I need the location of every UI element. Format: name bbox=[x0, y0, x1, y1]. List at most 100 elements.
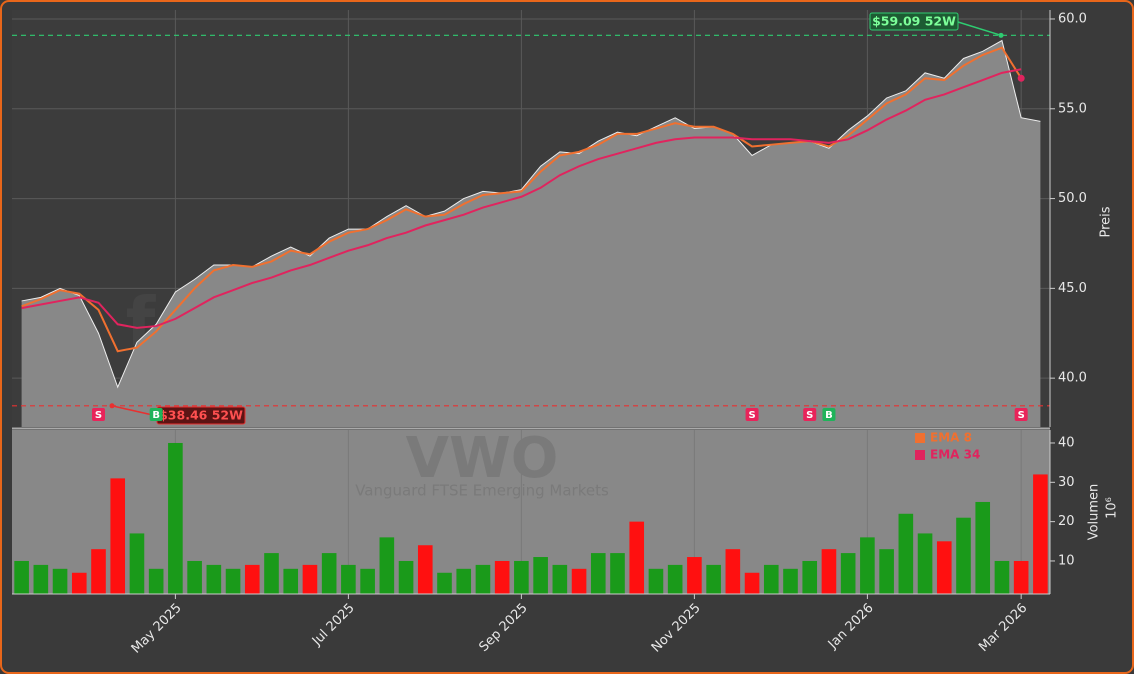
volume-bar bbox=[398, 560, 414, 594]
volume-bar bbox=[706, 564, 721, 594]
reference-arrow-head bbox=[109, 403, 115, 409]
signal-box bbox=[92, 408, 105, 421]
y-scale-label: 10⁶ bbox=[1105, 497, 1120, 519]
reference-label: $59.09 52W bbox=[869, 12, 959, 31]
price-area bbox=[21, 40, 1041, 427]
y-tick-label: 60.0 bbox=[1058, 11, 1087, 26]
volume-bar bbox=[341, 564, 356, 594]
volume-bar bbox=[129, 533, 145, 594]
volume-bar bbox=[975, 501, 991, 594]
reference-label-text: $59.09 52W bbox=[872, 14, 956, 29]
volume-bar bbox=[590, 553, 606, 594]
watermark-subtitle: Vanguard FTSE Emerging Markets bbox=[355, 482, 609, 500]
volume-bar bbox=[302, 564, 318, 594]
y-tick-label: 40 bbox=[1058, 435, 1075, 450]
signal-label: S bbox=[95, 410, 102, 421]
signal: B bbox=[149, 408, 163, 421]
volume-bar bbox=[898, 513, 914, 594]
signal-box bbox=[1014, 408, 1028, 421]
reference-label: $38.46 52W bbox=[156, 406, 246, 425]
reference-arrow bbox=[957, 21, 1002, 37]
reference-label-text: $38.46 52W bbox=[159, 408, 243, 423]
volume-bar bbox=[840, 553, 856, 594]
volume-bar bbox=[1033, 474, 1048, 594]
volume-bar bbox=[494, 560, 510, 594]
volume-bar bbox=[802, 560, 818, 594]
volume-bar bbox=[783, 568, 798, 594]
volume-bar bbox=[956, 517, 971, 594]
volume-bar bbox=[475, 564, 491, 594]
volume-bar bbox=[552, 564, 568, 594]
volume-bar bbox=[821, 549, 837, 594]
signal: S bbox=[92, 408, 105, 421]
y-tick-label: 45.0 bbox=[1058, 281, 1087, 296]
signal: B bbox=[822, 408, 836, 421]
volume-bar bbox=[91, 549, 106, 594]
signal: S bbox=[803, 408, 817, 421]
volume-bar bbox=[994, 560, 1010, 594]
signal-box bbox=[803, 408, 817, 421]
volume-bar bbox=[687, 557, 702, 594]
volume-bar bbox=[725, 549, 741, 594]
signal-label: S bbox=[1018, 410, 1025, 421]
y-tick-label: 40.0 bbox=[1058, 371, 1087, 386]
volume-bar bbox=[744, 572, 760, 594]
volume-bar bbox=[52, 568, 68, 594]
volume-bar bbox=[187, 560, 202, 594]
ema-line bbox=[21, 68, 1022, 329]
volume-bar bbox=[860, 537, 875, 594]
volume-bar bbox=[283, 568, 299, 594]
volume-bar bbox=[225, 568, 241, 594]
signal-box bbox=[822, 408, 836, 421]
volume-panel bbox=[12, 430, 1050, 594]
reference-arrow-head bbox=[998, 32, 1004, 38]
legend-swatch bbox=[915, 450, 925, 460]
volume-bar bbox=[533, 557, 548, 594]
legend-label: EMA 8 bbox=[930, 431, 972, 445]
volume-bar bbox=[629, 521, 645, 594]
volume-bar bbox=[667, 564, 683, 594]
watermark-title: VWO bbox=[406, 426, 559, 491]
volume-bar bbox=[648, 568, 664, 594]
signal-box bbox=[745, 408, 759, 421]
signal-label: B bbox=[152, 410, 160, 421]
volume-bar bbox=[763, 564, 779, 594]
volume-bar bbox=[14, 560, 29, 594]
volume-bar bbox=[33, 564, 49, 594]
signal-label: S bbox=[806, 410, 813, 421]
volume-bar bbox=[148, 568, 164, 594]
legend-swatch bbox=[915, 433, 925, 443]
reference-label-box bbox=[869, 12, 959, 31]
signal: S bbox=[745, 408, 759, 421]
y-tick-label: 10 bbox=[1058, 553, 1075, 568]
signal-box bbox=[149, 408, 163, 421]
volume-bar bbox=[168, 442, 183, 594]
volume-bar bbox=[379, 537, 395, 594]
y-axis-label: Preis bbox=[1099, 206, 1114, 237]
y-tick-label: 30 bbox=[1058, 475, 1075, 490]
volume-bar bbox=[206, 564, 222, 594]
volume-bar bbox=[244, 564, 260, 594]
y-tick-label: 55.0 bbox=[1058, 101, 1087, 116]
reference-arrow bbox=[111, 405, 158, 417]
volume-bar bbox=[71, 572, 87, 594]
volume-bar bbox=[610, 553, 625, 594]
volume-bar bbox=[936, 541, 952, 594]
volume-bar bbox=[514, 560, 529, 594]
volume-bar bbox=[110, 478, 126, 594]
volume-bar bbox=[456, 568, 472, 594]
ema-end-dot bbox=[1017, 74, 1025, 82]
volume-bar bbox=[571, 568, 587, 594]
signal-label: S bbox=[748, 410, 755, 421]
volume-bar bbox=[1013, 560, 1029, 594]
y-tick-label: 50.0 bbox=[1058, 191, 1087, 206]
price-line bbox=[21, 39, 1041, 389]
signal-label: B bbox=[825, 410, 833, 421]
y-tick-label: 20 bbox=[1058, 514, 1075, 529]
signal: S bbox=[1014, 408, 1028, 421]
volume-bar bbox=[437, 572, 452, 594]
volume-bar bbox=[264, 553, 279, 594]
volume-bar bbox=[879, 549, 894, 594]
legend-label: EMA 34 bbox=[930, 448, 980, 462]
